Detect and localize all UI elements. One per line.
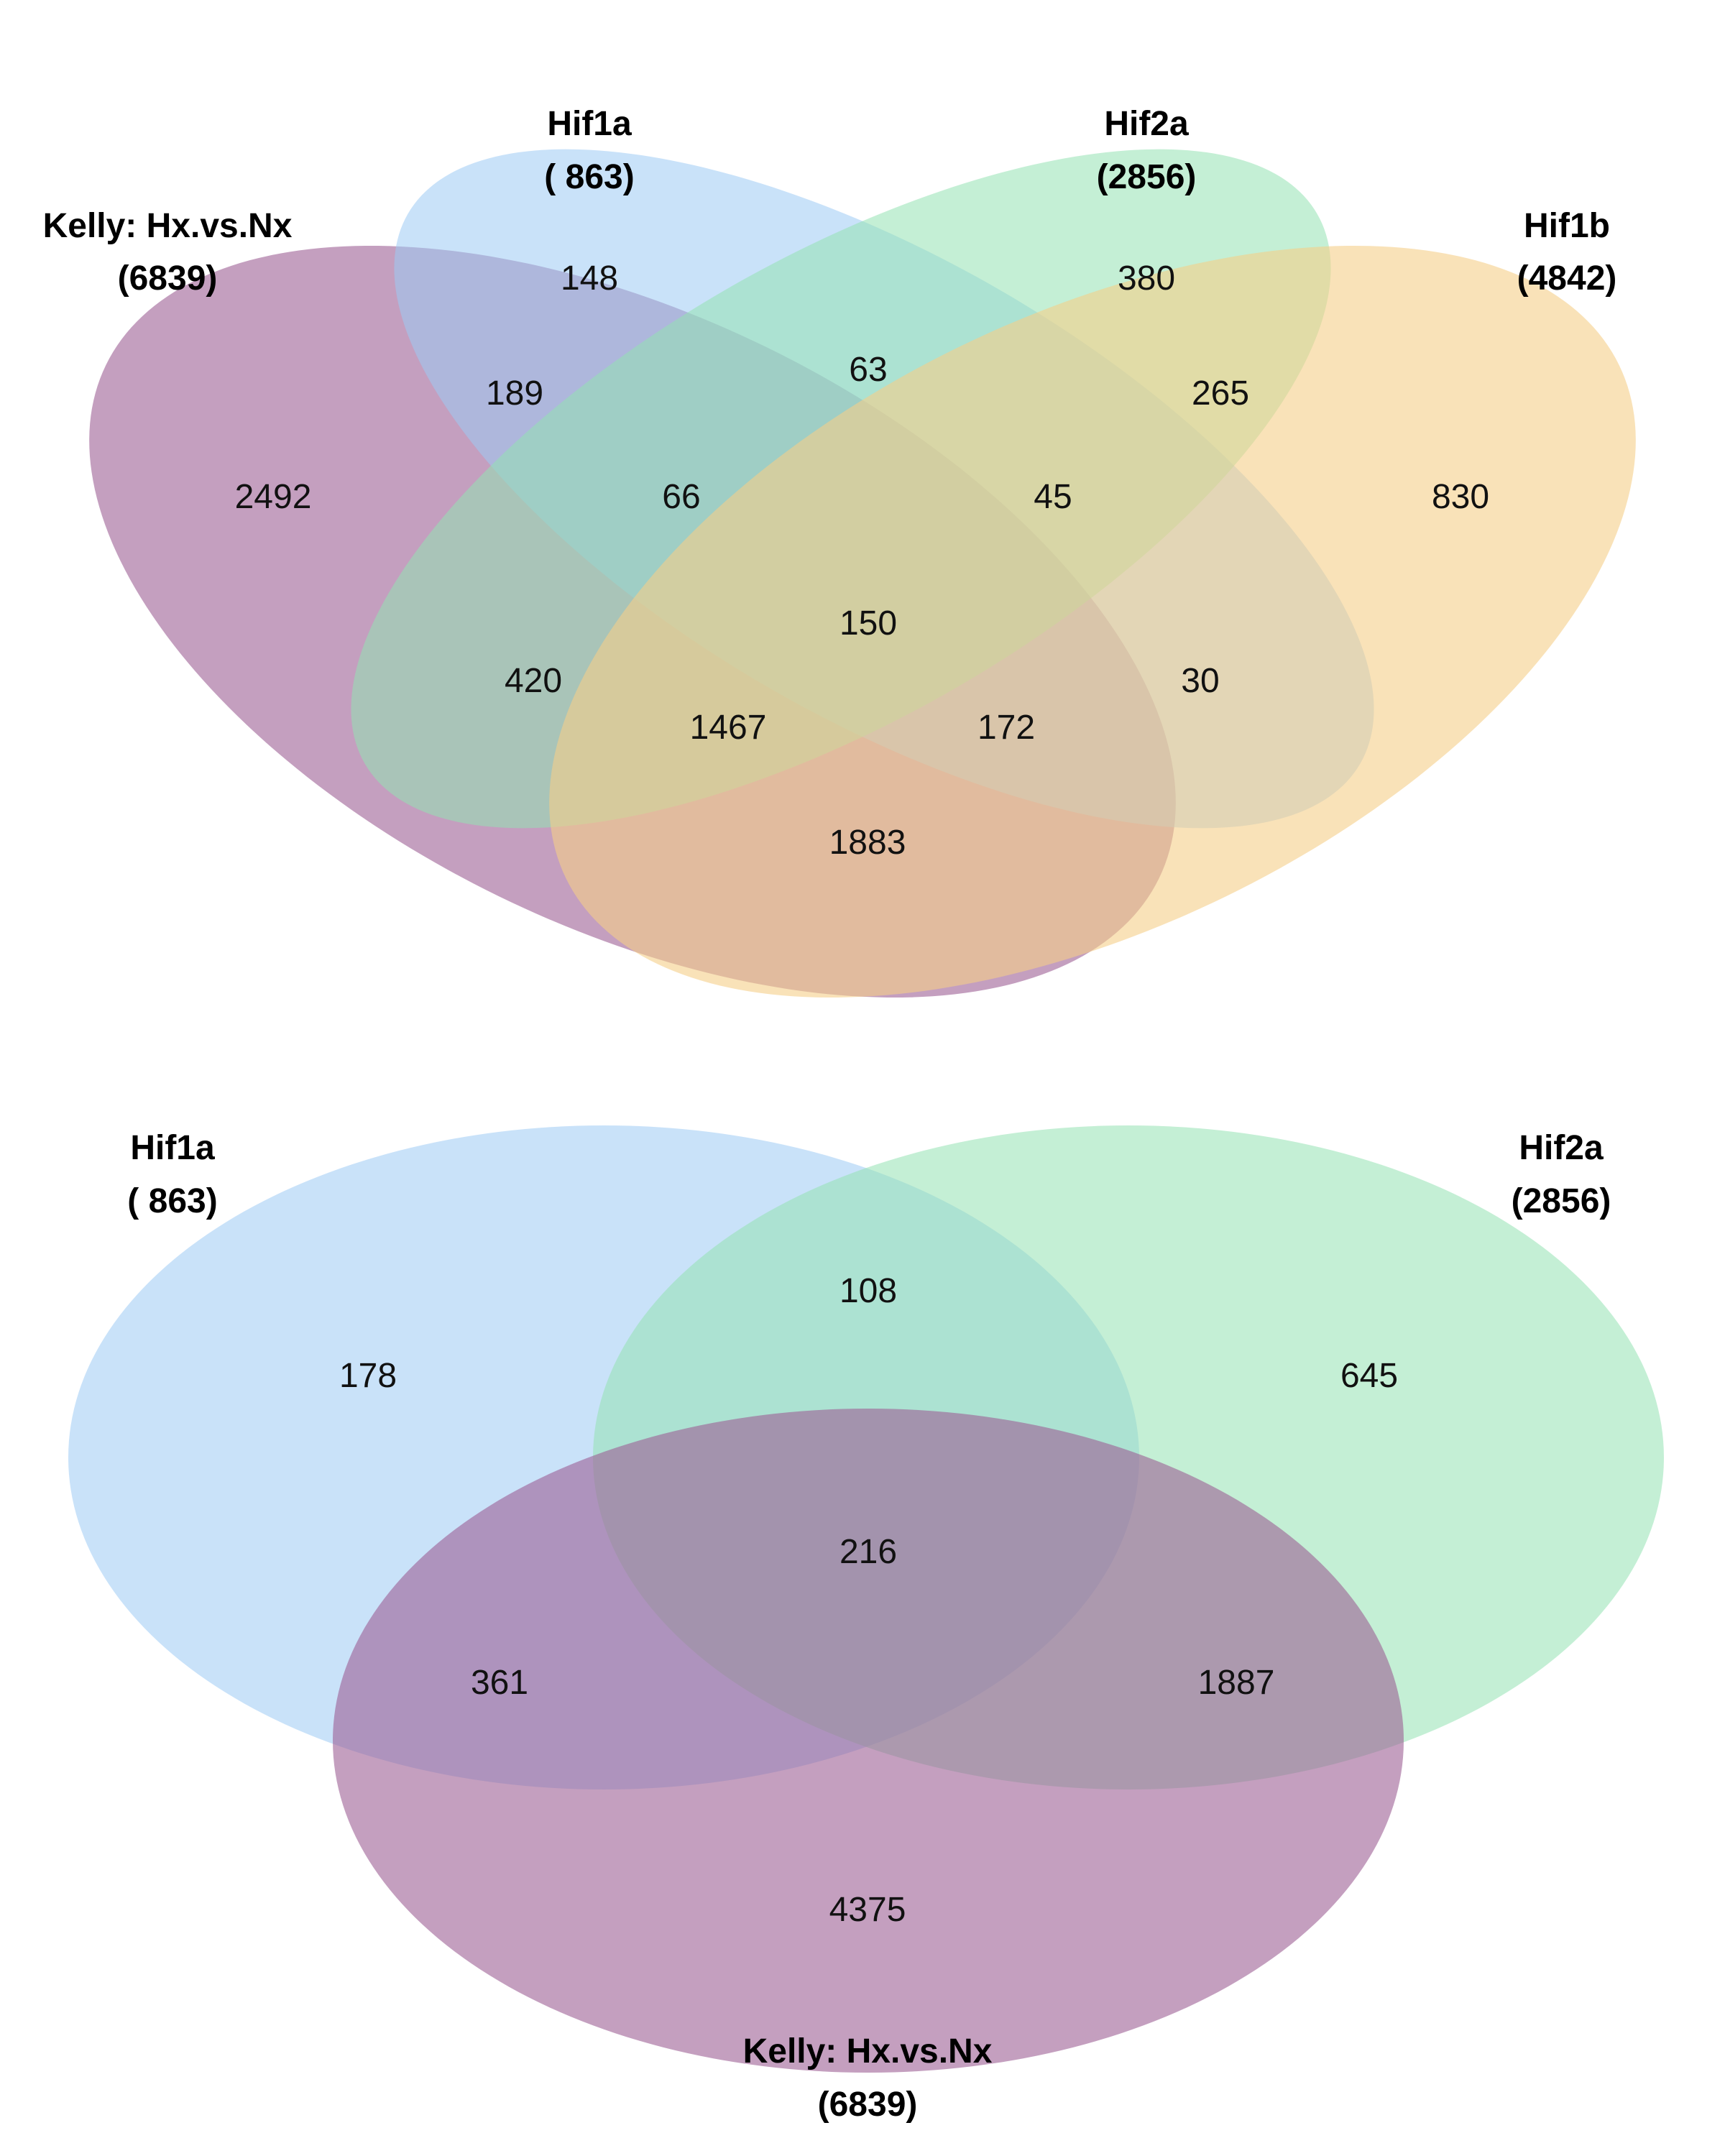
region-count: 63 [849, 351, 887, 389]
region-count: 265 [1192, 374, 1249, 413]
set-name-hif1a: Hif1a [130, 1129, 215, 1167]
region-count: 150 [840, 604, 897, 642]
set-count-hif1a: ( 863) [544, 158, 634, 196]
set-count-hif1a: ( 863) [127, 1182, 217, 1220]
venn-four: Hif1a ( 863) Hif2a (2856) Kelly: Hx.vs.N… [43, 105, 1636, 998]
venn-three: Hif1a ( 863) Hif2a (2856) Kelly: Hx.vs.N… [68, 1125, 1664, 2124]
set-name-kelly: Kelly: Hx.vs.Nx [743, 2032, 993, 2070]
region-count: 148 [561, 259, 618, 298]
set-count-hif2a: (2856) [1097, 158, 1197, 196]
region-count: 1887 [1198, 1664, 1275, 1702]
region-count: 66 [662, 478, 700, 516]
region-count: 380 [1118, 259, 1175, 298]
set-count-hif2a: (2856) [1512, 1182, 1611, 1220]
set-count-kelly: (6839) [818, 2086, 918, 2124]
set-name-hif2a: Hif2a [1104, 105, 1189, 143]
set-name-hif1a: Hif1a [547, 105, 632, 143]
region-count: 830 [1432, 478, 1489, 516]
region-count: 108 [840, 1272, 897, 1310]
region-count: 1883 [829, 824, 906, 862]
set-name-hif1b: Hif1b [1524, 207, 1610, 245]
region-count: 420 [505, 662, 562, 700]
region-count: 1467 [690, 709, 767, 747]
region-count: 172 [978, 709, 1035, 747]
region-count: 4375 [829, 1891, 906, 1929]
region-count: 645 [1340, 1357, 1398, 1395]
region-count: 216 [840, 1533, 897, 1571]
set-name-kelly: Kelly: Hx.vs.Nx [43, 207, 293, 245]
region-count: 30 [1181, 662, 1219, 700]
region-count: 361 [471, 1664, 528, 1702]
set-ellipse-hif1b [549, 245, 1636, 998]
set-name-hif2a: Hif2a [1519, 1129, 1604, 1167]
region-count: 178 [339, 1357, 397, 1395]
region-count: 2492 [235, 478, 312, 516]
set-count-hif1b: (4842) [1517, 259, 1617, 298]
region-count: 45 [1034, 478, 1072, 516]
set-count-kelly: (6839) [118, 259, 218, 298]
region-count: 189 [486, 374, 543, 413]
set-ellipse-kelly [333, 1409, 1404, 2073]
